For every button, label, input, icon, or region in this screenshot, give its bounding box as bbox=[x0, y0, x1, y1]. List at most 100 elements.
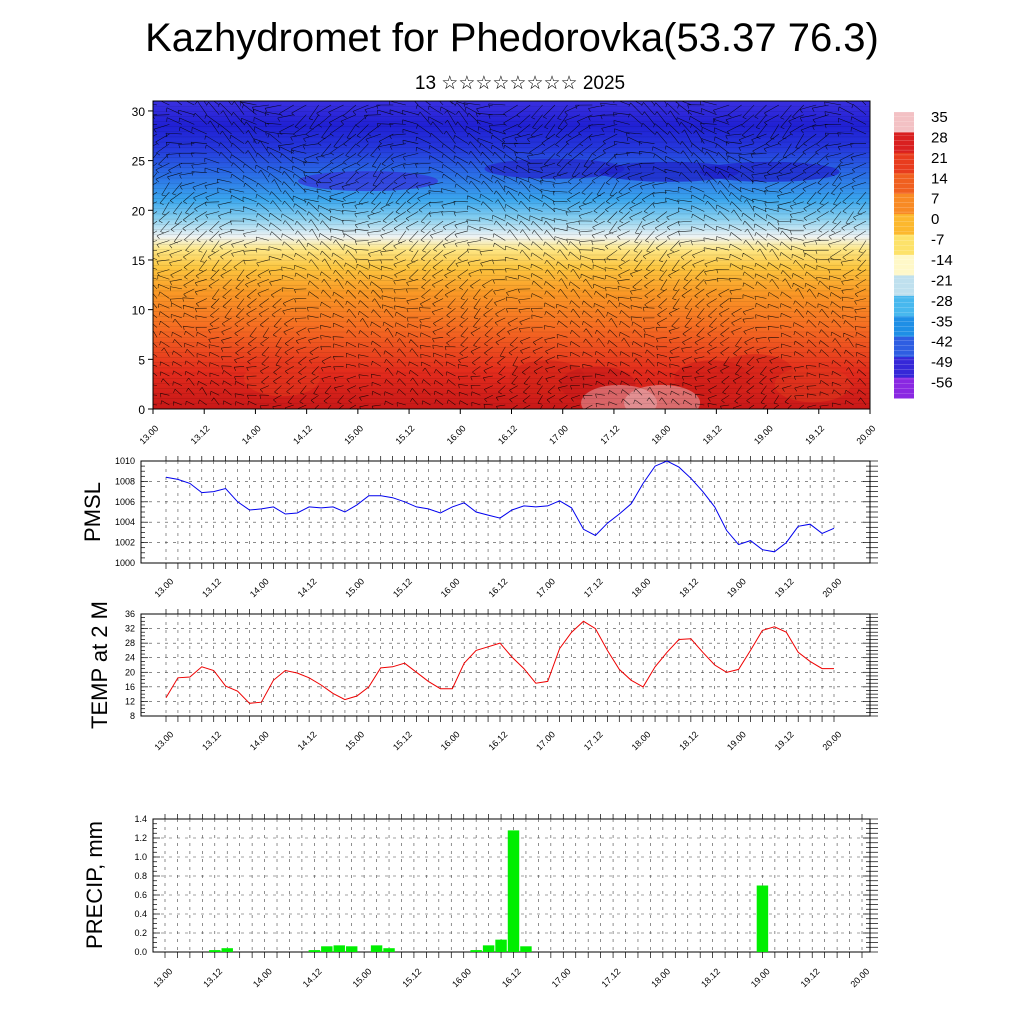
heatmap-cold-core bbox=[599, 161, 740, 182]
colorbar-segment bbox=[894, 336, 914, 358]
y-tick-label: 1004 bbox=[115, 517, 135, 527]
colorbar-label: -42 bbox=[931, 334, 953, 351]
x-tick-label: 18.12 bbox=[677, 729, 700, 752]
colorbar-segment bbox=[894, 275, 914, 297]
precip-bar bbox=[495, 939, 507, 952]
x-tick-label: 16.12 bbox=[496, 423, 519, 446]
x-tick-label: 15.12 bbox=[391, 729, 414, 752]
y-tick-label: 8 bbox=[130, 711, 135, 721]
x-tick-label: 18.00 bbox=[630, 729, 653, 752]
heatmap-cold-core bbox=[484, 158, 625, 179]
x-tick-label: 17.12 bbox=[582, 576, 605, 599]
colorbar-segment bbox=[894, 112, 914, 133]
y-tick-label: 20 bbox=[132, 204, 146, 218]
x-tick-label: 17.12 bbox=[598, 423, 621, 446]
x-tick-label: 20.00 bbox=[820, 729, 843, 752]
precip-bar bbox=[308, 950, 321, 952]
y-tick-label: 12 bbox=[125, 696, 135, 706]
y-tick-label: 0.2 bbox=[134, 928, 147, 938]
x-tick-label: 18.12 bbox=[699, 966, 722, 989]
precip-bar bbox=[370, 945, 383, 952]
y-tick-label: 0.4 bbox=[134, 909, 147, 919]
x-tick-label: 16.00 bbox=[439, 729, 462, 752]
x-tick-label: 19.00 bbox=[752, 423, 775, 446]
x-tick-label: 18.00 bbox=[630, 576, 653, 599]
y-tick-label: 25 bbox=[132, 155, 146, 169]
x-tick-label: 16.00 bbox=[445, 423, 468, 446]
x-tick-label: 17.00 bbox=[550, 966, 573, 989]
x-tick-label: 17.00 bbox=[547, 423, 570, 446]
precip-bar bbox=[520, 946, 532, 952]
precip-bar bbox=[209, 950, 221, 952]
page-subtitle: 13 ☆☆☆☆☆☆☆☆ 2025 bbox=[414, 73, 626, 94]
precip-bar bbox=[345, 946, 358, 952]
y-tick-label: 20 bbox=[125, 667, 135, 677]
y-tick-label: 24 bbox=[125, 653, 135, 663]
y-tick-label: 1000 bbox=[115, 558, 135, 568]
colorbar-label: 14 bbox=[931, 170, 948, 187]
x-tick-label: 19.00 bbox=[749, 966, 772, 989]
colorbar-label: 28 bbox=[931, 129, 948, 146]
precip-bar bbox=[333, 945, 345, 952]
wind-barbs bbox=[153, 101, 867, 409]
y-tick-label: 30 bbox=[132, 105, 146, 119]
x-tick-label: 13.12 bbox=[189, 423, 212, 446]
colorbar-segment bbox=[894, 132, 914, 154]
colorbar-segment bbox=[894, 316, 914, 338]
colorbar-segment bbox=[894, 173, 914, 195]
heatmap-warm-core bbox=[624, 384, 701, 409]
heatmap-cold-core bbox=[699, 161, 840, 182]
x-tick-label: 13.12 bbox=[201, 966, 224, 989]
colorbar-segment bbox=[894, 377, 914, 399]
precip-bar bbox=[321, 946, 333, 952]
pmsl-chart: 1000 1002 1004 1006 1008 1010 13.00 13.12 14.00 1… bbox=[80, 456, 878, 599]
y-tick-label: 0.0 bbox=[134, 947, 147, 957]
x-tick-label: 19.12 bbox=[773, 576, 796, 599]
y-tick-label: 15 bbox=[132, 254, 146, 268]
colorbar-label: -21 bbox=[931, 272, 953, 289]
temp-chart: 8 12 16 20 24 28 32 36 13.00 13.12 14.00 14.12 15.00… bbox=[87, 601, 878, 752]
x-tick-label: 19.00 bbox=[725, 576, 748, 599]
x-tick-label: 14.00 bbox=[240, 423, 263, 446]
y-tick-label: 0.6 bbox=[134, 890, 147, 900]
colorbar-segment bbox=[894, 214, 914, 236]
heatmap-warm-core bbox=[774, 366, 851, 403]
colorbar-label: -7 bbox=[931, 232, 944, 249]
x-tick-label: 16.12 bbox=[486, 729, 509, 752]
y-tick-label: 1010 bbox=[115, 456, 135, 466]
x-tick-label: 18.00 bbox=[650, 423, 673, 446]
y-tick-label: 1008 bbox=[115, 476, 135, 486]
y-tick-label: 10 bbox=[132, 304, 146, 318]
x-tick-label: 15.00 bbox=[351, 966, 374, 989]
colorbar-label: -28 bbox=[931, 293, 953, 310]
x-tick-label: 13.12 bbox=[200, 576, 223, 599]
colorbar-label: -35 bbox=[931, 313, 953, 330]
x-tick-label: 14.00 bbox=[251, 966, 274, 989]
colorbar-label: 35 bbox=[931, 109, 948, 126]
y-tick-label: 0 bbox=[138, 403, 145, 417]
x-tick-label: 17.12 bbox=[582, 729, 605, 752]
y-tick-label: 1002 bbox=[115, 538, 135, 548]
precip-bar bbox=[383, 948, 395, 952]
x-tick-label: 17.00 bbox=[534, 729, 557, 752]
precip-bar bbox=[221, 948, 233, 952]
x-tick-label: 16.00 bbox=[439, 576, 462, 599]
colorbar-label: 0 bbox=[931, 211, 939, 228]
cross-section-heatmap: 0 5 10 15 20 25 30 13.00 13.12 14.00 14.12 15.00 15.… bbox=[132, 100, 877, 446]
colorbar-segment bbox=[894, 255, 914, 276]
x-tick-label: 13.00 bbox=[152, 729, 175, 752]
x-tick-label: 19.12 bbox=[799, 966, 822, 989]
x-tick-label: 16.12 bbox=[486, 576, 509, 599]
page-title: Kazhydromet for Phedorovka(53.37 76.3) bbox=[145, 16, 879, 60]
y-tick-label: 16 bbox=[125, 682, 135, 692]
x-tick-label: 15.00 bbox=[343, 729, 366, 752]
x-tick-label: 13.00 bbox=[151, 966, 174, 989]
heatmap-warm-core bbox=[717, 354, 794, 391]
x-tick-label: 14.00 bbox=[248, 576, 271, 599]
y-tick-label: 1006 bbox=[115, 497, 135, 507]
x-tick-label: 13.00 bbox=[137, 423, 160, 446]
x-tick-label: 13.00 bbox=[152, 576, 175, 599]
x-tick-label: 19.00 bbox=[725, 729, 748, 752]
x-tick-label: 18.00 bbox=[649, 966, 672, 989]
